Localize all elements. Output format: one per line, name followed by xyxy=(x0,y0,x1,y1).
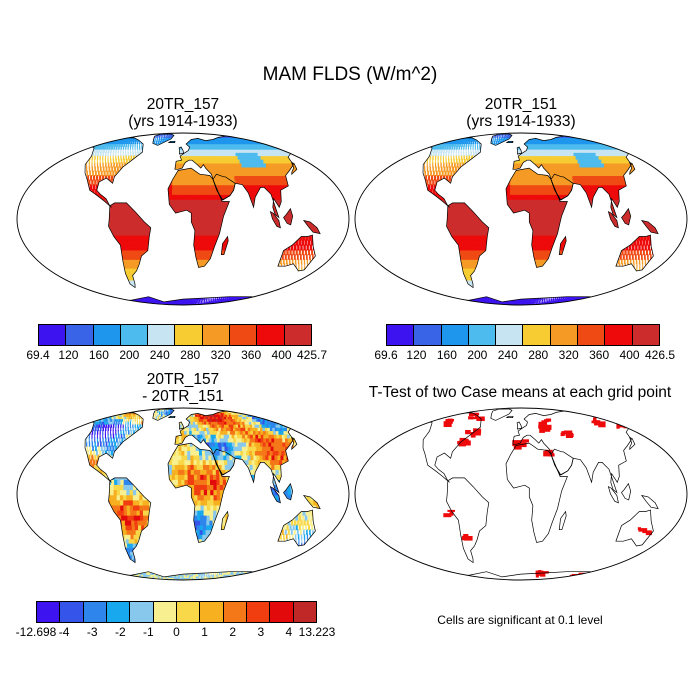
colorbar-tick-label: 0 xyxy=(173,625,180,639)
colorbar-tick-label: 120 xyxy=(58,348,79,362)
colorbar-swatch xyxy=(441,325,469,345)
colorbar-tick-label: 425.7 xyxy=(296,348,328,362)
colorbar-tick-label: 69.4 xyxy=(26,348,50,362)
colorbar-swatch xyxy=(257,325,285,345)
colorbar-swatch xyxy=(293,602,316,622)
colorbar-tick-label: 240 xyxy=(497,348,518,362)
colorbar-tick-label: 400 xyxy=(271,348,292,362)
colorbar-swatch xyxy=(93,325,121,345)
colorbar-20tr-157 xyxy=(38,324,312,346)
colorbar-swatch xyxy=(175,325,203,345)
map-panel-ttest xyxy=(354,407,688,581)
colorbar-difference xyxy=(36,601,317,623)
panel2-title: 20TR_151 (yrs 1914-1933) xyxy=(371,96,671,130)
colorbar-swatch xyxy=(605,325,633,345)
figure-title: MAM FLDS (W/m^2) xyxy=(262,64,438,85)
panel2-title-line1: 20TR_151 xyxy=(484,96,558,113)
colorbar-tick-label: 400 xyxy=(619,348,640,362)
significance-note: Cells are significant at 0.1 level xyxy=(437,613,603,627)
colorbar-swatch xyxy=(414,325,442,345)
colorbar-swatch xyxy=(223,602,247,622)
colorbar-tick-label: 280 xyxy=(180,348,201,362)
panel3-title: 20TR_157 - 20TR_151 xyxy=(33,371,333,405)
colorbar-swatch xyxy=(284,325,311,345)
colorbar-tick-label: -12.698 xyxy=(15,625,57,639)
panel2-title-line2: (yrs 1914-1933) xyxy=(466,113,576,130)
colorbar-20tr-151 xyxy=(386,324,660,346)
colorbar-swatch xyxy=(270,602,294,622)
colorbar-labels-difference: -12.698 -4 -3 -2 -1 0 1 2 3 4 13.223 xyxy=(16,625,336,641)
map-panel-20tr-157 xyxy=(16,132,350,306)
colorbar-swatch xyxy=(578,325,606,345)
colorbar-swatch xyxy=(246,602,271,622)
map-panel-difference xyxy=(16,407,350,581)
colorbar-swatch xyxy=(200,602,224,622)
colorbar-labels-20tr-151: 69.6 120 160 200 240 280 320 360 400 426.5 xyxy=(374,348,675,364)
colorbar-swatch xyxy=(202,325,231,345)
panel3-title-line1: 20TR_157 xyxy=(146,371,220,388)
colorbar-tick-label: 160 xyxy=(88,348,109,362)
colorbar-swatch xyxy=(66,325,94,345)
colorbar-tick-label: 280 xyxy=(528,348,549,362)
colorbar-tick-label: 2 xyxy=(229,625,237,639)
panel1-title: 20TR_157 (yrs 1914-1933) xyxy=(33,96,333,130)
colorbar-swatch xyxy=(153,602,177,622)
colorbar-tick-label: 200 xyxy=(119,348,140,362)
colorbar-tick-label: 200 xyxy=(467,348,488,362)
colorbar-swatch xyxy=(120,325,149,345)
colorbar-tick-label: 1 xyxy=(201,625,208,639)
panel1-title-line2: (yrs 1914-1933) xyxy=(128,113,238,130)
colorbar-tick-label: 320 xyxy=(210,348,231,362)
colorbar-swatch xyxy=(468,325,497,345)
panel4-title-line1: T-Test of two Case means at each grid po… xyxy=(368,384,672,401)
colorbar-tick-label: 69.6 xyxy=(374,348,398,362)
panel4-title: T-Test of two Case means at each grid po… xyxy=(345,384,695,401)
colorbar-tick-label: 13.223 xyxy=(298,625,336,639)
colorbar-swatch xyxy=(230,325,258,345)
colorbar-swatch xyxy=(106,602,131,622)
colorbar-swatch xyxy=(37,602,61,622)
colorbar-tick-label: 320 xyxy=(558,348,579,362)
panel3-title-line2: - 20TR_151 xyxy=(142,388,224,405)
colorbar-tick-label: 120 xyxy=(406,348,427,362)
colorbar-swatch xyxy=(387,325,415,345)
colorbar-swatch xyxy=(496,325,524,345)
colorbar-swatch xyxy=(523,325,551,345)
colorbar-swatch xyxy=(550,325,579,345)
colorbar-swatch xyxy=(83,602,107,622)
colorbar-tick-label: 160 xyxy=(436,348,457,362)
colorbar-tick-label: 4 xyxy=(285,625,293,639)
colorbar-swatch xyxy=(632,325,659,345)
colorbar-tick-label: -2 xyxy=(114,625,126,639)
colorbar-swatch xyxy=(39,325,67,345)
panel1-title-line1: 20TR_157 xyxy=(146,96,220,113)
colorbar-swatch xyxy=(130,602,154,622)
colorbar-tick-label: 360 xyxy=(589,348,610,362)
colorbar-swatch xyxy=(148,325,176,345)
map-panel-20tr-151 xyxy=(354,132,688,306)
colorbar-swatch xyxy=(176,602,201,622)
colorbar-tick-label: 360 xyxy=(241,348,262,362)
colorbar-swatch xyxy=(60,602,84,622)
colorbar-tick-label: -3 xyxy=(86,625,98,639)
colorbar-tick-label: -4 xyxy=(58,625,70,639)
colorbar-tick-label: -1 xyxy=(143,625,154,639)
colorbar-tick-label: 3 xyxy=(257,625,265,639)
colorbar-tick-label: 240 xyxy=(149,348,170,362)
colorbar-labels-20tr-157: 69.4 120 160 200 240 280 320 360 400 425.7 xyxy=(26,348,327,364)
colorbar-tick-label: 426.5 xyxy=(644,348,676,362)
